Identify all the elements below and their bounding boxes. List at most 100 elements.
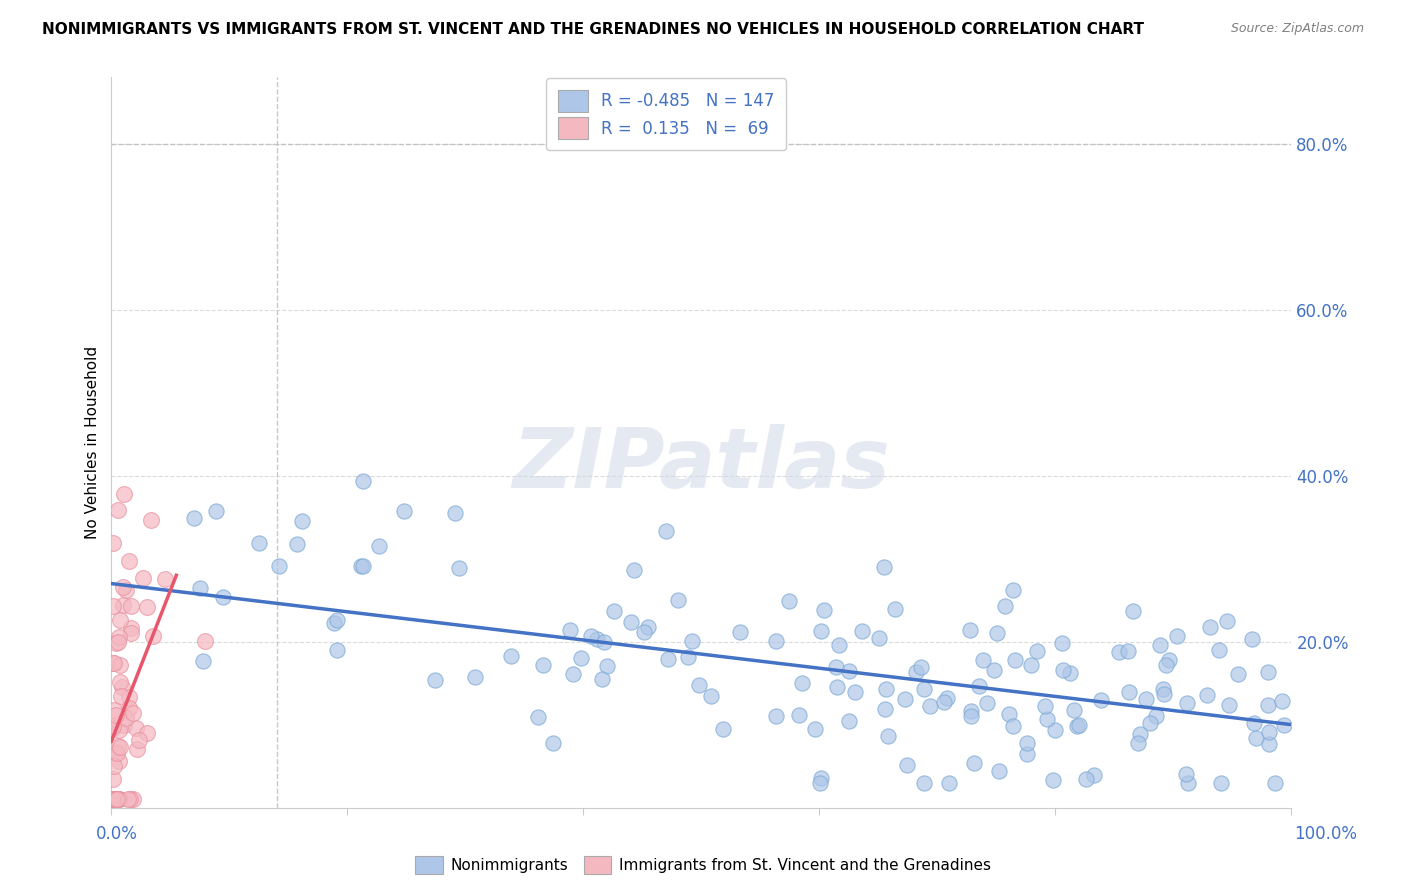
- Point: [700, 689, 723, 703]
- Point: [105, 792, 128, 806]
- Point: [994, 599, 1017, 613]
- Point: [803, 722, 825, 736]
- Point: [105, 792, 128, 806]
- Point: [844, 684, 866, 698]
- Point: [1139, 716, 1161, 731]
- Point: [1218, 698, 1240, 712]
- Point: [938, 775, 960, 789]
- Point: [1271, 694, 1294, 708]
- Point: [107, 502, 129, 516]
- Point: [1033, 698, 1056, 713]
- Point: [105, 792, 128, 806]
- Point: [105, 792, 128, 806]
- Point: [190, 581, 212, 595]
- Point: [828, 638, 851, 652]
- Point: [132, 571, 155, 585]
- Point: [986, 626, 1008, 640]
- Point: [1152, 682, 1174, 697]
- Point: [104, 792, 127, 806]
- Point: [711, 722, 734, 736]
- Point: [997, 706, 1019, 721]
- Point: [111, 580, 134, 594]
- Point: [107, 754, 129, 768]
- Point: [1175, 697, 1198, 711]
- Point: [153, 572, 176, 586]
- Point: [349, 559, 371, 574]
- Point: [194, 634, 217, 648]
- Point: [1216, 614, 1239, 628]
- Point: [423, 673, 446, 688]
- Point: [101, 536, 124, 550]
- Point: [1153, 686, 1175, 700]
- Point: [326, 613, 349, 627]
- Point: [125, 721, 148, 735]
- Point: [115, 711, 138, 725]
- Point: [602, 604, 624, 618]
- Point: [877, 729, 900, 743]
- Point: [558, 623, 581, 637]
- Point: [1159, 653, 1181, 667]
- Point: [267, 558, 290, 573]
- Point: [527, 709, 550, 723]
- Point: [920, 699, 942, 714]
- Point: [1208, 643, 1230, 657]
- Point: [1258, 725, 1281, 739]
- Point: [108, 792, 131, 806]
- Point: [1272, 718, 1295, 732]
- Point: [103, 599, 125, 614]
- Point: [107, 634, 129, 648]
- Point: [810, 775, 832, 789]
- Point: [1166, 629, 1188, 643]
- Text: ZIPatlas: ZIPatlas: [513, 424, 890, 505]
- Point: [657, 652, 679, 666]
- Point: [108, 631, 131, 645]
- Point: [569, 650, 592, 665]
- Point: [896, 757, 918, 772]
- Point: [105, 746, 128, 760]
- Point: [838, 714, 860, 729]
- Point: [593, 634, 616, 648]
- Point: [1128, 736, 1150, 750]
- Point: [666, 593, 689, 607]
- Point: [905, 665, 928, 680]
- Point: [103, 703, 125, 717]
- Point: [579, 629, 602, 643]
- Point: [108, 613, 131, 627]
- Point: [120, 599, 142, 613]
- Point: [910, 659, 932, 673]
- Point: [633, 624, 655, 639]
- Point: [1026, 643, 1049, 657]
- Point: [1257, 698, 1279, 713]
- Point: [912, 775, 935, 789]
- Point: [1019, 658, 1042, 673]
- Point: [291, 514, 314, 528]
- Point: [972, 653, 994, 667]
- Point: [501, 648, 523, 663]
- Point: [101, 721, 124, 735]
- Point: [790, 676, 813, 690]
- Point: [101, 792, 124, 806]
- Point: [1052, 663, 1074, 677]
- Point: [136, 600, 159, 615]
- Point: [108, 792, 131, 806]
- Point: [115, 582, 138, 597]
- Point: [1074, 772, 1097, 787]
- Point: [681, 633, 703, 648]
- Point: [1144, 708, 1167, 723]
- Text: 100.0%: 100.0%: [1294, 825, 1357, 843]
- Point: [444, 506, 467, 520]
- Point: [104, 746, 127, 760]
- Point: [1211, 775, 1233, 789]
- Point: [932, 695, 955, 709]
- Point: [1135, 692, 1157, 706]
- Point: [142, 629, 165, 643]
- Point: [912, 681, 935, 696]
- Point: [1177, 775, 1199, 789]
- Point: [108, 657, 131, 672]
- Point: [637, 620, 659, 634]
- Point: [464, 670, 486, 684]
- Point: [1122, 604, 1144, 618]
- Point: [193, 654, 215, 668]
- Point: [125, 741, 148, 756]
- Point: [586, 632, 609, 646]
